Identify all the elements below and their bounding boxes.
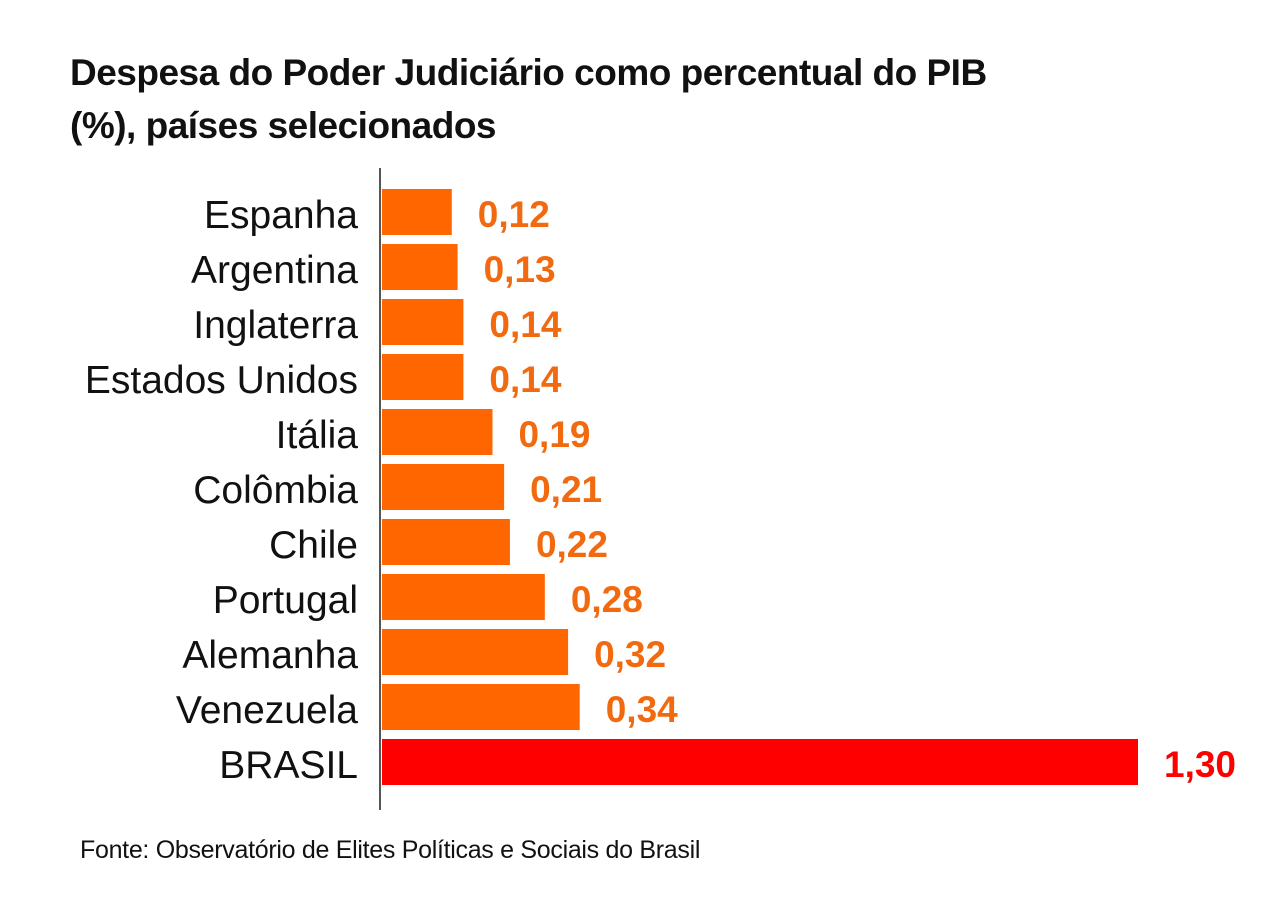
category-label-portugal: Portugal [213,579,358,622]
category-label-chile: Chile [269,524,358,567]
category-label-estados-unidos: Estados Unidos [85,359,358,402]
value-label-portugal: 0,28 [571,579,643,620]
category-label-venezuela: Venezuela [176,689,358,732]
bar-portugal [382,574,545,620]
value-label-alemanha: 0,32 [594,634,666,675]
category-label-alemanha: Alemanha [182,634,358,677]
category-label-argentina: Argentina [191,249,358,292]
value-label-inglaterra: 0,14 [489,304,561,345]
category-label-inglaterra: Inglaterra [193,304,358,347]
value-label-colombia: 0,21 [530,469,602,510]
bar-inglaterra [382,299,464,345]
chart-title-line-2: (%), países selecionados [70,105,497,146]
source-note: Fonte: Observatório de Elites Políticas … [80,836,701,864]
bar-argentina [382,244,458,290]
bar-colombia [382,464,505,510]
value-label-estados-unidos: 0,14 [489,359,561,400]
bar-venezuela [382,684,580,730]
value-label-venezuela: 0,34 [606,689,678,730]
value-label-argentina: 0,13 [484,249,556,290]
chart-title: Despesa do Poder Judiciário como percent… [70,46,1250,152]
value-label-brasil: 1,30 [1164,744,1236,785]
chart-title-line-1: Despesa do Poder Judiciário como percent… [70,52,987,93]
bar-chile [382,519,510,565]
category-labels-group: Espanha Argentina Inglaterra Estados Unidos… [85,194,358,787]
bars-group [382,189,1138,785]
value-label-italia: 0,19 [518,414,590,455]
bar-brasil [382,739,1138,785]
bar-estados-unidos [382,354,464,400]
category-label-espanha: Espanha [204,194,358,237]
category-label-italia: Itália [276,414,359,457]
category-label-colombia: Colômbia [193,469,358,512]
category-label-brasil: BRASIL [219,744,358,787]
value-labels-group: 0,12 0,13 0,14 0,14 0,19 0,21 0,22 0,28 0,32 0,34… [478,194,1236,785]
value-label-chile: 0,22 [536,524,608,565]
bar-italia [382,409,493,455]
bar-espanha [382,189,452,235]
value-label-espanha: 0,12 [478,194,550,235]
bar-alemanha [382,629,569,675]
